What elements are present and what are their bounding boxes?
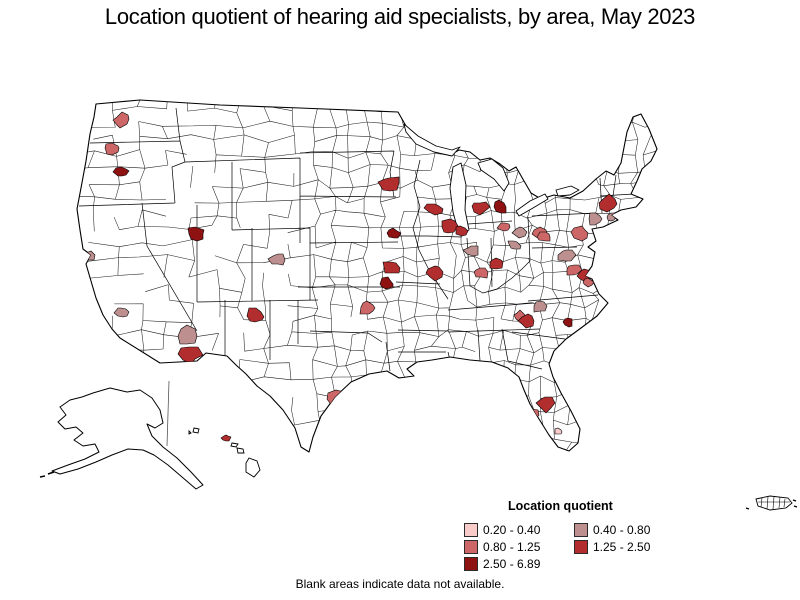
legend-item: 0.20 - 0.40 — [464, 521, 574, 538]
puerto-rico-municipios — [758, 496, 790, 510]
alaska-canada-border — [166, 380, 170, 447]
lq-area-q5 — [379, 276, 394, 290]
lq-area-q3 — [326, 389, 347, 412]
lq-area-q3 — [473, 267, 489, 279]
legend-item: 2.50 - 6.89 — [464, 555, 574, 572]
lake-huron — [477, 158, 510, 192]
legend-swatch — [464, 522, 478, 537]
lq-area-q2 — [507, 240, 522, 250]
lq-area-q3 — [582, 277, 595, 288]
legend-swatch — [574, 522, 588, 537]
lq-area-q4 — [382, 261, 401, 274]
lake-michigan — [449, 162, 470, 235]
lq-area-q3 — [104, 142, 120, 156]
maui — [236, 447, 245, 454]
lq-area-q3 — [112, 111, 130, 129]
lq-area-q5 — [562, 317, 573, 328]
great-lakes — [403, 123, 580, 235]
lq-area-q4 — [535, 396, 556, 414]
lq-area-q1 — [554, 427, 563, 435]
hawaii — [188, 427, 261, 478]
lq-area-q3 — [536, 231, 551, 242]
big-island — [245, 457, 261, 478]
legend: Location quotient 0.20 - 0.40 0.80 - 1.25… — [464, 499, 704, 572]
kauai — [192, 427, 200, 434]
lq-area-q5 — [187, 226, 205, 242]
legend-swatch — [574, 539, 588, 554]
lake-superior — [403, 123, 461, 157]
molokai — [230, 442, 239, 448]
lq-area-q2 — [177, 324, 198, 345]
colored-areas-offshore — [220, 434, 232, 442]
outlying-islands — [745, 499, 798, 510]
lq-area-q4 — [598, 193, 618, 213]
legend-item: 0.40 - 0.80 — [574, 521, 684, 538]
lq-area-q2 — [462, 245, 479, 257]
page-title: Location quotient of hearing aid special… — [104, 4, 696, 29]
lq-area-q4 — [425, 265, 444, 282]
lq-area-q4 — [517, 313, 535, 329]
lq-area-q4 — [177, 346, 204, 365]
legend-range-label: 1.25 - 2.50 — [593, 539, 651, 554]
aleutian-islands — [39, 471, 55, 478]
lq-area-q3 — [566, 264, 583, 276]
lq-area-q4 — [423, 203, 444, 216]
lq-area-q2 — [511, 226, 528, 239]
lake-ontario — [555, 185, 580, 197]
lq-area-q5 — [386, 227, 402, 239]
puerto-rico-outline — [755, 495, 793, 511]
lq-area-q2 — [367, 386, 388, 405]
lq-area-q4 — [220, 434, 232, 442]
legend-swatch — [464, 539, 478, 554]
alaska — [39, 380, 204, 490]
lq-area-q3 — [496, 222, 511, 232]
lq-area-q2 — [113, 307, 130, 318]
legend-item: 1.25 - 2.50 — [574, 538, 684, 555]
legend-items: 0.20 - 0.40 0.80 - 1.25 2.50 - 6.89 0.40 - … — [464, 521, 704, 572]
legend-swatch — [464, 556, 478, 571]
puerto-rico — [745, 495, 798, 511]
alaska-outline — [51, 387, 204, 490]
lq-area-q3 — [359, 300, 376, 315]
lake-erie — [515, 193, 549, 217]
lq-area-q3 — [570, 225, 589, 242]
lq-area-q5 — [530, 415, 539, 423]
lq-area-q4 — [246, 307, 265, 323]
legend-title: Location quotient — [508, 499, 613, 513]
lq-area-q3 — [526, 408, 540, 420]
lq-area-q4 — [455, 225, 469, 237]
lq-area-q5 — [112, 166, 130, 177]
legend-range-label: 2.50 - 6.89 — [483, 556, 541, 571]
niihau — [188, 429, 192, 435]
lq-area-q4 — [377, 176, 400, 192]
lq-area-q4 — [471, 201, 491, 216]
lq-area-q4 — [489, 257, 504, 270]
lq-area-q4 — [441, 218, 459, 234]
lq-area-q2 — [588, 212, 603, 226]
legend-range-label: 0.40 - 0.80 — [593, 522, 651, 537]
lq-area-q2 — [533, 300, 548, 313]
state-boundaries — [78, 107, 635, 372]
legend-range-label: 0.20 - 0.40 — [483, 522, 541, 537]
colored-areas — [83, 111, 618, 435]
legend-item: 0.80 - 1.25 — [464, 538, 574, 555]
lq-area-q2 — [557, 249, 577, 262]
legend-range-label: 0.80 - 1.25 — [483, 539, 541, 554]
data-availability-note: Blank areas indicate data not available. — [295, 577, 505, 591]
lq-area-q2 — [345, 384, 358, 396]
lq-area-q2 — [267, 253, 286, 266]
lq-area-q5 — [493, 199, 507, 214]
